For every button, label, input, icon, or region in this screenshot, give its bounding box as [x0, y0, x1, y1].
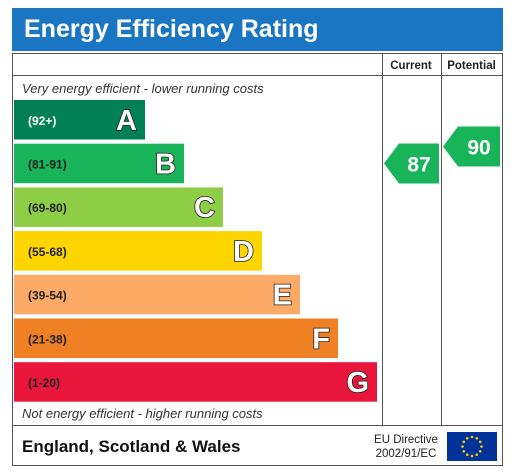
band-range-label: (39-54) [28, 289, 67, 303]
potential-rating-arrow [443, 126, 500, 167]
rating-indicators: 87 90 [384, 126, 500, 184]
chart-title: Energy Efficiency Rating [12, 8, 503, 51]
band-bar-b [14, 143, 184, 184]
current-rating-indicator: 87 [384, 143, 439, 184]
band-letter-g: G [346, 367, 369, 399]
band-letter-b: B [155, 148, 176, 180]
eu-star-icon [475, 453, 479, 457]
rating-band-d: (55-68) D [14, 231, 262, 271]
current-column-header: Current [390, 60, 432, 72]
top-note: Very energy efficient - lower running co… [22, 81, 264, 96]
band-range-label: (69-80) [28, 201, 67, 215]
current-rating-value: 87 [407, 153, 430, 176]
band-letter-a: A [116, 105, 137, 137]
band-range-label: (81-91) [28, 157, 67, 171]
band-bar-a [14, 100, 145, 140]
band-bar-d [14, 231, 262, 271]
eu-star-icon [470, 454, 474, 458]
band-bar-f [14, 318, 338, 358]
band-range-label: (55-68) [28, 245, 67, 259]
eu-directive-number: 2002/91/EC [376, 448, 437, 460]
rating-band-c: (69-80) C [14, 187, 223, 227]
current-rating-arrow [384, 143, 439, 184]
band-range-label: (1-20) [28, 376, 60, 390]
eu-star-icon [480, 445, 483, 448]
eu-star-icon [465, 436, 469, 440]
rating-band-b: (81-91) B [14, 143, 184, 184]
eu-directive-label: EU Directive [374, 434, 438, 446]
eu-star-icon [475, 436, 479, 440]
eu-flag-icon [447, 432, 497, 461]
band-range-label: (92+) [28, 114, 56, 128]
potential-rating-value: 90 [467, 136, 490, 159]
eu-star-icon [461, 445, 464, 448]
band-bar-e [14, 274, 300, 315]
eu-star-icon [478, 449, 482, 453]
eu-star-icon [462, 449, 466, 453]
band-range-label: (21-38) [28, 332, 67, 346]
eu-star-icon [478, 440, 482, 444]
rating-band-a: (92+) A [14, 100, 145, 140]
region-label: England, Scotland & Wales [22, 437, 241, 456]
eu-star-icon [462, 440, 466, 444]
eu-star-icon [465, 453, 469, 457]
band-bar-c [14, 187, 223, 227]
eu-star-icon [470, 435, 474, 439]
rating-band-g: (1-20) G [14, 362, 377, 402]
rating-band-f: (21-38) F [14, 318, 338, 358]
band-letter-d: D [233, 236, 254, 268]
band-letter-e: E [273, 280, 292, 312]
bottom-note: Not energy efficient - higher running co… [22, 406, 263, 421]
band-letter-f: F [312, 323, 330, 355]
potential-column-header: Potential [447, 60, 496, 72]
potential-rating-indicator: 90 [443, 126, 500, 167]
rating-band-e: (39-54) E [14, 274, 300, 315]
band-bar-g [14, 362, 377, 402]
chart-frame [12, 53, 503, 466]
band-letter-c: C [194, 192, 215, 224]
rating-bands: (92+) A (81-91) B (69-80) C (55-68) D (39-54) E (2… [14, 100, 377, 402]
